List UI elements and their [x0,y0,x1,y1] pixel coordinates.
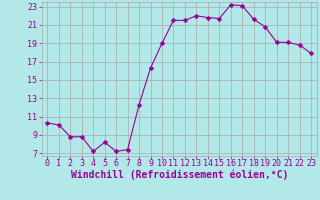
X-axis label: Windchill (Refroidissement éolien,°C): Windchill (Refroidissement éolien,°C) [70,169,288,180]
